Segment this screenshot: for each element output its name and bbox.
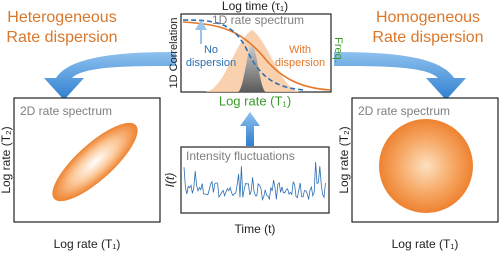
panel-box bbox=[180, 146, 330, 214]
y-axis-label: Log rate (T₂) bbox=[337, 126, 351, 193]
top-axis-label: Log time (τ₁) bbox=[222, 0, 288, 13]
left-label: Heterogeneous bbox=[7, 9, 116, 26]
panel-title: 1D rate spectrum bbox=[212, 13, 304, 27]
right-label: Homogeneous bbox=[376, 9, 480, 26]
homogeneous-panel: 2D rate spectrum Log rate (T₂) Log rate … bbox=[337, 97, 499, 251]
narrow-peak bbox=[238, 44, 266, 92]
heterogeneous-panel: 2D rate spectrum Log rate (T₂) Log rate … bbox=[0, 97, 161, 251]
y-axis-label: I(t) bbox=[163, 173, 177, 188]
arrow bbox=[334, 52, 466, 100]
arrow bbox=[195, 20, 207, 44]
panel-title: 2D rate spectrum bbox=[358, 104, 450, 118]
circle-spectrum bbox=[379, 119, 473, 213]
x-axis-label: Log rate (T₁) bbox=[219, 93, 291, 108]
blue-decay bbox=[182, 19, 306, 91]
arrow bbox=[44, 52, 176, 100]
x-axis-label: Log rate (T₁) bbox=[54, 237, 121, 251]
panel-title: 2D rate spectrum bbox=[20, 104, 112, 118]
y-axis-label: Log rate (T₂) bbox=[0, 126, 13, 193]
curve-label: dispersion bbox=[275, 57, 325, 69]
curve-label: dispersion bbox=[186, 57, 236, 69]
right-label: Rate dispersion bbox=[372, 29, 483, 46]
curve-label: No bbox=[204, 44, 218, 56]
curve-label: With bbox=[289, 44, 311, 56]
right-axis-label: Freq. bbox=[332, 37, 344, 63]
left-label: Rate dispersion bbox=[6, 29, 117, 46]
correlation-panel: Log time (τ₁) 1D rate spectrum No disper… bbox=[168, 0, 344, 108]
arrow bbox=[240, 112, 260, 146]
y-axis-label: 1D Correlation bbox=[168, 18, 180, 89]
x-axis-label: Log rate (T₁) bbox=[392, 237, 459, 251]
orange-decay bbox=[182, 21, 331, 91]
x-axis-label: Time (t) bbox=[235, 222, 276, 236]
intensity-trace bbox=[183, 161, 326, 202]
ellipse-spectrum bbox=[52, 122, 138, 202]
panel-title: Intensity fluctuations bbox=[186, 149, 295, 163]
panel-box bbox=[13, 97, 161, 223]
intensity-panel: Intensity fluctuations I(t) Time (t) bbox=[163, 146, 330, 236]
